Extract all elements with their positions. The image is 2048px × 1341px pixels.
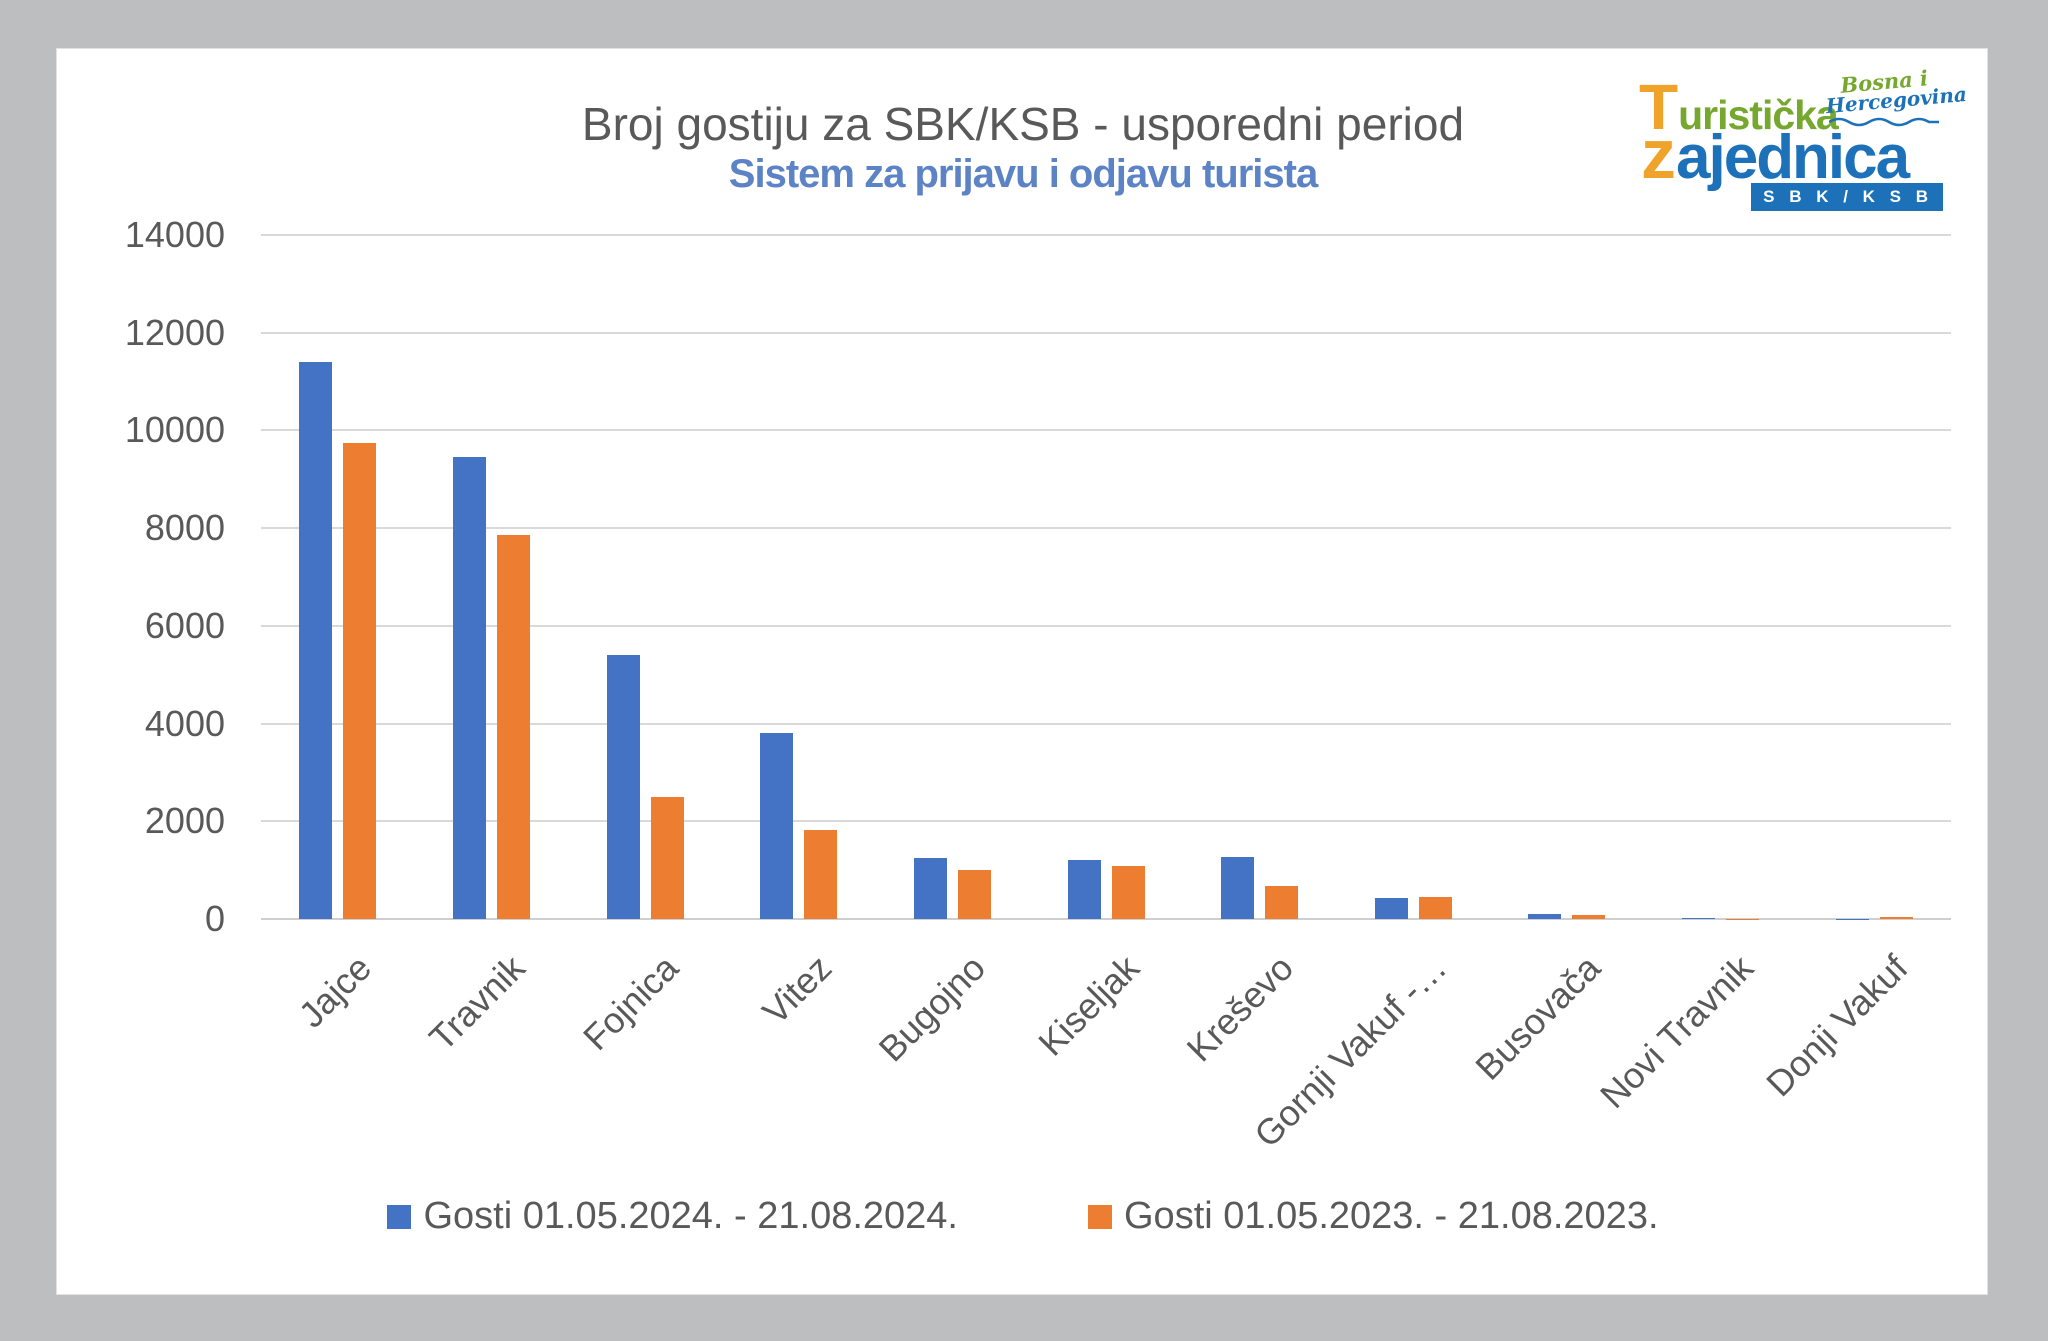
logo-word2-rest: ajednica: [1676, 123, 1910, 192]
logo-letter-t: T: [1639, 71, 1679, 143]
logo-sbk-ksb-band: S B K / K S B: [1751, 183, 1943, 211]
legend-label: Gosti 01.05.2023. - 21.08.2023.: [1124, 1195, 1659, 1237]
x-tick-label: Novi Travnik: [1592, 947, 1762, 1117]
bar-2023-travnik: [496, 534, 530, 919]
logo-wave-icon: [1829, 117, 1939, 127]
legend: Gosti 01.05.2024. - 21.08.2024. Gosti 01.…: [57, 1195, 1989, 1238]
bar-2023-donji-vakuf: [1879, 917, 1913, 919]
legend-label: Gosti 01.05.2024. - 21.08.2024.: [423, 1195, 958, 1237]
bar-2024-kre-evo: [1221, 856, 1255, 919]
y-tick-label: 10000: [124, 409, 225, 451]
gridline: [261, 624, 1951, 627]
x-tick-label: Kiseljak: [1030, 947, 1147, 1064]
x-tick-label: Busovača: [1467, 947, 1608, 1088]
y-tick-label: 8000: [144, 507, 225, 549]
bar-2024-gornji-vakuf: [1374, 898, 1408, 919]
logo-word-turisticka: Turistička: [1639, 75, 1839, 139]
x-tick-label: Donji Vakuf: [1757, 947, 1916, 1105]
y-tick-label: 6000: [144, 604, 225, 646]
logo-bosna-hercegovina-script: Bosna i Hercegovina: [1824, 65, 1968, 118]
bar-2023-vitez: [804, 829, 838, 919]
x-tick-label: Bugojno: [870, 947, 994, 1070]
bar-2024-bugojno: [913, 857, 947, 919]
bar-2024-fojnica: [606, 655, 640, 919]
legend-item-2024: Gosti 01.05.2024. - 21.08.2024.: [387, 1195, 958, 1238]
gridline: [261, 527, 1951, 530]
y-tick-label: 14000: [124, 214, 225, 255]
gridline: [261, 429, 1951, 432]
bar-2023-kiseljak: [1111, 866, 1145, 919]
bar-2023-kre-evo: [1265, 885, 1299, 919]
bar-2024-jajce: [299, 362, 333, 919]
chart-title: Broj gostiju za SBK/KSB - usporedni peri…: [581, 98, 1465, 150]
gridline: [261, 331, 1951, 334]
x-axis-baseline: [261, 918, 1951, 920]
legend-item-2023: Gosti 01.05.2023. - 21.08.2023.: [1088, 1195, 1659, 1238]
bar-2023-gornji-vakuf: [1418, 897, 1452, 919]
y-tick-label: 2000: [144, 800, 225, 842]
chart-subtitle: Sistem za prijavu i odjavu turista: [728, 152, 1318, 196]
x-tick-label: Vitez: [754, 947, 840, 1033]
bar-2023-bugojno: [957, 869, 991, 919]
bar-2023-busova-a: [1572, 914, 1606, 919]
legend-swatch-icon: [1088, 1204, 1112, 1229]
x-tick-label: Kreševo: [1178, 947, 1301, 1070]
tourist-board-logo: Turistička Bosna i Hercegovina zajednica…: [1639, 65, 1968, 215]
x-tick-label: Fojnica: [575, 947, 687, 1059]
bar-2024-vitez: [760, 733, 794, 919]
x-tick-label: Travnik: [420, 947, 533, 1059]
logo-word-zajednica: zajednica: [1641, 119, 1910, 193]
bar-2024-kiseljak: [1067, 859, 1101, 919]
x-tick-label: Jajce: [290, 947, 379, 1036]
logo-word1-rest: uristička: [1678, 92, 1839, 138]
legend-swatch-icon: [387, 1204, 412, 1229]
bar-2024-travnik: [452, 457, 486, 919]
y-tick-label: 4000: [144, 702, 225, 744]
gridline: [261, 722, 1951, 725]
bar-2024-novi-travnik: [1682, 918, 1716, 919]
bar-2023-fojnica: [650, 796, 684, 919]
plot-area: [261, 234, 1951, 920]
bar-2023-jajce: [343, 442, 377, 919]
gridline: [261, 234, 1951, 236]
y-tick-label: 12000: [124, 311, 225, 353]
chart-card: Broj gostiju za SBK/KSB - usporedni peri…: [56, 48, 1988, 1295]
y-tick-label: 0: [204, 898, 225, 939]
logo-letter-z: z: [1641, 115, 1676, 193]
gridline: [261, 820, 1951, 823]
bar-2024-busova-a: [1528, 914, 1562, 919]
